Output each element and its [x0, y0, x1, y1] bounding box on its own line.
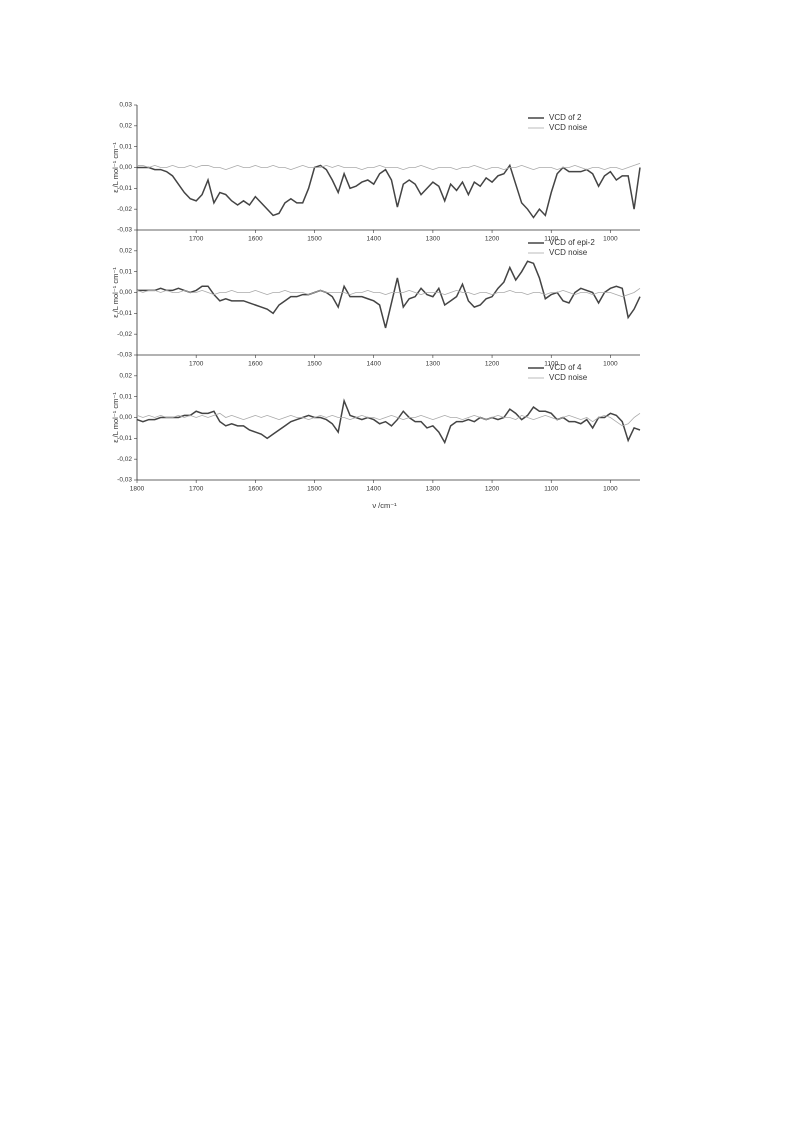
y-tick-label: -0,02 — [117, 206, 132, 213]
y-tick-label: -0,03 — [117, 477, 132, 484]
y-tick-label: 0,01 — [119, 393, 132, 400]
legend-label: VCD noise — [549, 373, 588, 382]
x-tick-label: 1600 — [248, 236, 263, 243]
spectrum-line — [137, 162, 641, 171]
x-tick-label: 1200 — [485, 361, 500, 368]
x-tick-label: 1100 — [544, 236, 558, 243]
y-tick-label: -0,01 — [117, 435, 132, 442]
legend-label: VCD noise — [549, 248, 588, 257]
y-tick-label: -0,03 — [117, 227, 132, 234]
legend-label: VCD of 4 — [549, 363, 582, 372]
x-tick-label: 1500 — [307, 236, 322, 243]
legend-label: VCD of epi-2 — [549, 238, 595, 247]
y-tick-label: 0,03 — [119, 102, 132, 109]
x-axis-title: ν /cm⁻¹ — [372, 501, 397, 510]
spectrum-line — [137, 163, 641, 219]
y-tick-label: -0,01 — [117, 185, 132, 192]
y-tick-label: -0,01 — [117, 310, 132, 317]
y-tick-label: 0,02 — [119, 373, 132, 380]
x-tick-label: 1700 — [189, 236, 204, 243]
x-tick-label: 1400 — [366, 486, 381, 493]
y-axis-title: ε /L mol⁻¹ cm⁻¹ — [111, 142, 120, 193]
x-tick-label: 1000 — [603, 236, 618, 243]
x-tick-label: 1300 — [426, 236, 441, 243]
x-tick-label: 1300 — [426, 361, 441, 368]
spectrum-line — [136, 412, 641, 427]
y-tick-label: -0,03 — [117, 352, 132, 359]
y-tick-label: 0,02 — [119, 248, 132, 255]
legend-label: VCD of 2 — [549, 113, 582, 122]
legend-label: VCD noise — [549, 123, 588, 132]
spectrum-line — [137, 260, 641, 329]
x-tick-label: 1200 — [485, 236, 500, 243]
x-tick-label: 1300 — [426, 486, 441, 493]
x-tick-label: 1700 — [189, 361, 204, 368]
y-tick-label: 0,00 — [119, 164, 132, 171]
y-axis-title: ε /L mol⁻¹ cm⁻¹ — [111, 267, 120, 318]
x-tick-label: 1500 — [307, 361, 322, 368]
y-tick-label: 0,01 — [119, 268, 132, 275]
x-tick-label: 1400 — [366, 236, 381, 243]
x-tick-label: 1700 — [189, 486, 204, 493]
spectrum-line — [136, 398, 641, 445]
x-tick-label: 1400 — [366, 361, 381, 368]
x-tick-label: 1600 — [248, 486, 263, 493]
x-tick-label: 1100 — [544, 486, 558, 493]
x-tick-label: 1200 — [485, 486, 500, 493]
y-tick-label: 0,00 — [119, 414, 132, 421]
y-tick-label: -0,02 — [117, 456, 132, 463]
x-tick-label: 1000 — [603, 486, 618, 493]
x-tick-label: 1100 — [544, 361, 558, 368]
x-tick-label: 1500 — [307, 486, 322, 493]
x-tick-label: 1000 — [603, 361, 618, 368]
y-tick-label: -0,02 — [117, 331, 132, 338]
y-tick-label: 0,02 — [119, 123, 132, 130]
spectrum-line — [136, 288, 641, 298]
y-tick-label: 0,01 — [119, 143, 132, 150]
x-tick-label: 1600 — [248, 361, 263, 368]
y-axis-title: ε /L mol⁻¹ cm⁻¹ — [111, 392, 120, 443]
x-tick-label: 1800 — [130, 486, 145, 493]
y-tick-label: 0,00 — [119, 289, 132, 296]
